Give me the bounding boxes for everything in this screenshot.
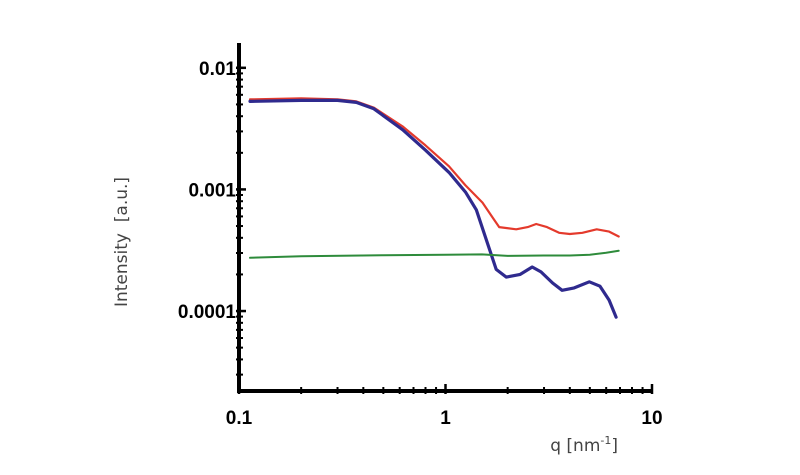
- series-layer: [248, 97, 620, 319]
- series-2: [249, 249, 620, 259]
- axes-layer: [236, 43, 654, 394]
- y-axis-title: Intensity [a.u.]: [112, 177, 132, 307]
- labels-layer: Intensity [a.u.] q [nm-1] 0.1 1 10 0.01 0.00…: [112, 59, 663, 456]
- x-axis-title-main: q [nm: [550, 436, 600, 456]
- series-line-0: [248, 97, 620, 238]
- x-tick-label: 0.1: [226, 408, 253, 429]
- y-tick-label: 0.01: [199, 59, 236, 80]
- x-tick-label: 1: [440, 408, 451, 429]
- x-axis-title-close: ]: [611, 436, 618, 456]
- x-tick-label: 10: [641, 408, 662, 429]
- series-0: [248, 97, 620, 238]
- y-tick-label: 0.001: [188, 180, 236, 201]
- series-line-1: [248, 98, 618, 319]
- x-axis-title-sup: -1: [600, 434, 611, 447]
- y-tick-label: 0.0001: [178, 302, 237, 323]
- x-axis-title: q [nm-1]: [550, 434, 618, 456]
- series-line-2: [249, 249, 620, 259]
- series-1: [248, 98, 618, 319]
